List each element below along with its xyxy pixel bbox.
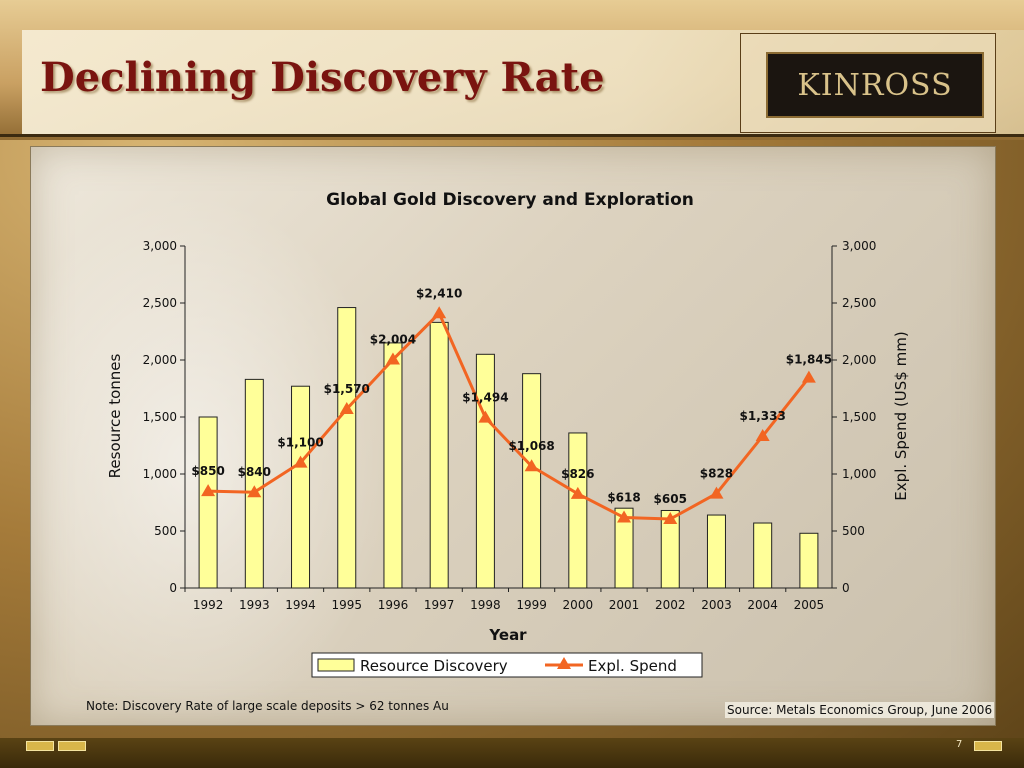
expl-spend-marker-2003 — [709, 486, 724, 499]
x-tick-label: 1998 — [470, 598, 501, 612]
expl-spend-marker-2000 — [570, 486, 585, 499]
x-tick-label: 1996 — [378, 598, 409, 612]
panel-decoration — [30, 146, 430, 724]
legend-swatch-marker — [557, 657, 571, 669]
data-label-1993: $840 — [238, 465, 271, 479]
bar-2003 — [706, 514, 726, 589]
data-label-1995: $1,570 — [324, 382, 370, 396]
next-slide-button[interactable] — [58, 741, 86, 751]
bar-2000 — [568, 432, 588, 589]
legend-box — [311, 652, 703, 678]
data-label-2003: $828 — [700, 467, 733, 481]
bar-1999 — [522, 373, 542, 589]
y2-tick-label: 2,000 — [842, 353, 876, 367]
expl-spend-marker-1996 — [385, 352, 400, 365]
y2-axis-label: Expl. Spend (US$ mm) — [892, 331, 910, 500]
y-tick-label: 500 — [154, 524, 177, 538]
x-tick-label: 2000 — [563, 598, 594, 612]
x-tick-label: 1992 — [193, 598, 224, 612]
legend-label-expl-spend: Expl. Spend — [588, 657, 677, 675]
data-label-2002: $605 — [654, 492, 687, 506]
x-tick-label: 1995 — [331, 598, 362, 612]
x-tick-label: 2002 — [655, 598, 686, 612]
data-label-2001: $618 — [607, 491, 640, 505]
bar-2005 — [799, 532, 819, 589]
expl-spend-marker-1993 — [247, 485, 262, 498]
expl-spend-marker-2004 — [755, 429, 770, 442]
expl-spend-marker-1998 — [478, 410, 493, 423]
x-tick-label: 1993 — [239, 598, 270, 612]
expl-spend-marker-1995 — [339, 402, 354, 415]
y2-tick-label: 1,000 — [842, 467, 876, 481]
data-label-1999: $1,068 — [508, 439, 554, 453]
prev-slide-button[interactable] — [26, 741, 54, 751]
x-tick-label: 2004 — [747, 598, 778, 612]
data-label-1996: $2,004 — [370, 333, 416, 347]
plot-area: 0 500 1,000 1,500 2,000 2,500 3,000 0 500 1,000 1,… — [143, 239, 877, 612]
bar-2001 — [614, 507, 634, 589]
data-label-2004: $1,333 — [740, 409, 786, 423]
expl-spend-marker-2005 — [801, 370, 816, 383]
page-number: 7 — [956, 739, 963, 750]
data-label-1997: $2,410 — [416, 286, 462, 300]
expl-spend-marker-2001 — [617, 510, 632, 523]
y-tick-label: 0 — [169, 581, 177, 595]
footer-bar — [0, 738, 1024, 768]
expl-spend-marker-1999 — [524, 459, 539, 472]
expl-spend-marker-2002 — [663, 512, 678, 525]
expl-spend-line — [208, 310, 811, 521]
y2-tick-label: 3,000 — [842, 239, 876, 253]
bar-1992 — [198, 416, 218, 589]
bar-2002 — [660, 509, 680, 589]
data-label-1998: $1,494 — [462, 391, 508, 405]
slide-menu-button[interactable] — [974, 741, 1002, 751]
x-tick-label: 2003 — [701, 598, 732, 612]
y-tick-label: 1,500 — [143, 410, 177, 424]
bar-1995 — [337, 307, 357, 589]
y2-tick-label: 1,500 — [842, 410, 876, 424]
header-divider — [0, 134, 1024, 137]
y-tick-label: 2,000 — [143, 353, 177, 367]
legend: Resource Discovery Expl. Spend — [311, 652, 703, 678]
x-tick-label: 2005 — [794, 598, 825, 612]
x-tick-label: 1999 — [516, 598, 547, 612]
data-label-1992: $850 — [191, 464, 224, 478]
chart-title: Global Gold Discovery and Exploration — [326, 190, 694, 210]
x-tick-label: 2001 — [609, 598, 640, 612]
data-label-1994: $1,100 — [277, 436, 323, 450]
legend-swatch-bar — [317, 658, 355, 672]
expl-spend-marker-1992 — [201, 484, 216, 497]
expl-spend-marker-1994 — [293, 455, 308, 468]
bar-2004 — [753, 522, 773, 589]
bar-1994 — [291, 385, 311, 589]
page-title: Declining Discovery Rate — [40, 54, 605, 101]
y-tick-label: 3,000 — [143, 239, 177, 253]
x-axis-label: Year — [488, 626, 527, 644]
bar-1997 — [429, 321, 449, 589]
bar-1993 — [244, 378, 264, 589]
y-tick-label: 1,000 — [143, 467, 177, 481]
y-axis-label: Resource tonnes — [106, 353, 124, 478]
kinross-logo: KINROSS — [766, 52, 984, 118]
bar-1998 — [475, 353, 495, 589]
source-note: Source: Metals Economics Group, June 200… — [725, 702, 995, 718]
data-label-2000: $826 — [561, 467, 594, 481]
legend-label-resource-discovery: Resource Discovery — [360, 657, 508, 675]
y2-tick-label: 0 — [842, 581, 850, 595]
footnote: Note: Discovery Rate of large scale depo… — [86, 699, 449, 713]
y-tick-label: 2,500 — [143, 296, 177, 310]
y2-tick-label: 2,500 — [842, 296, 876, 310]
x-tick-label: 1997 — [424, 598, 455, 612]
expl-spend-marker-1997 — [432, 306, 447, 319]
data-label-2005: $1,845 — [786, 353, 832, 367]
x-tick-label: 1994 — [285, 598, 316, 612]
bar-1996 — [383, 342, 403, 589]
y2-tick-label: 500 — [842, 524, 865, 538]
